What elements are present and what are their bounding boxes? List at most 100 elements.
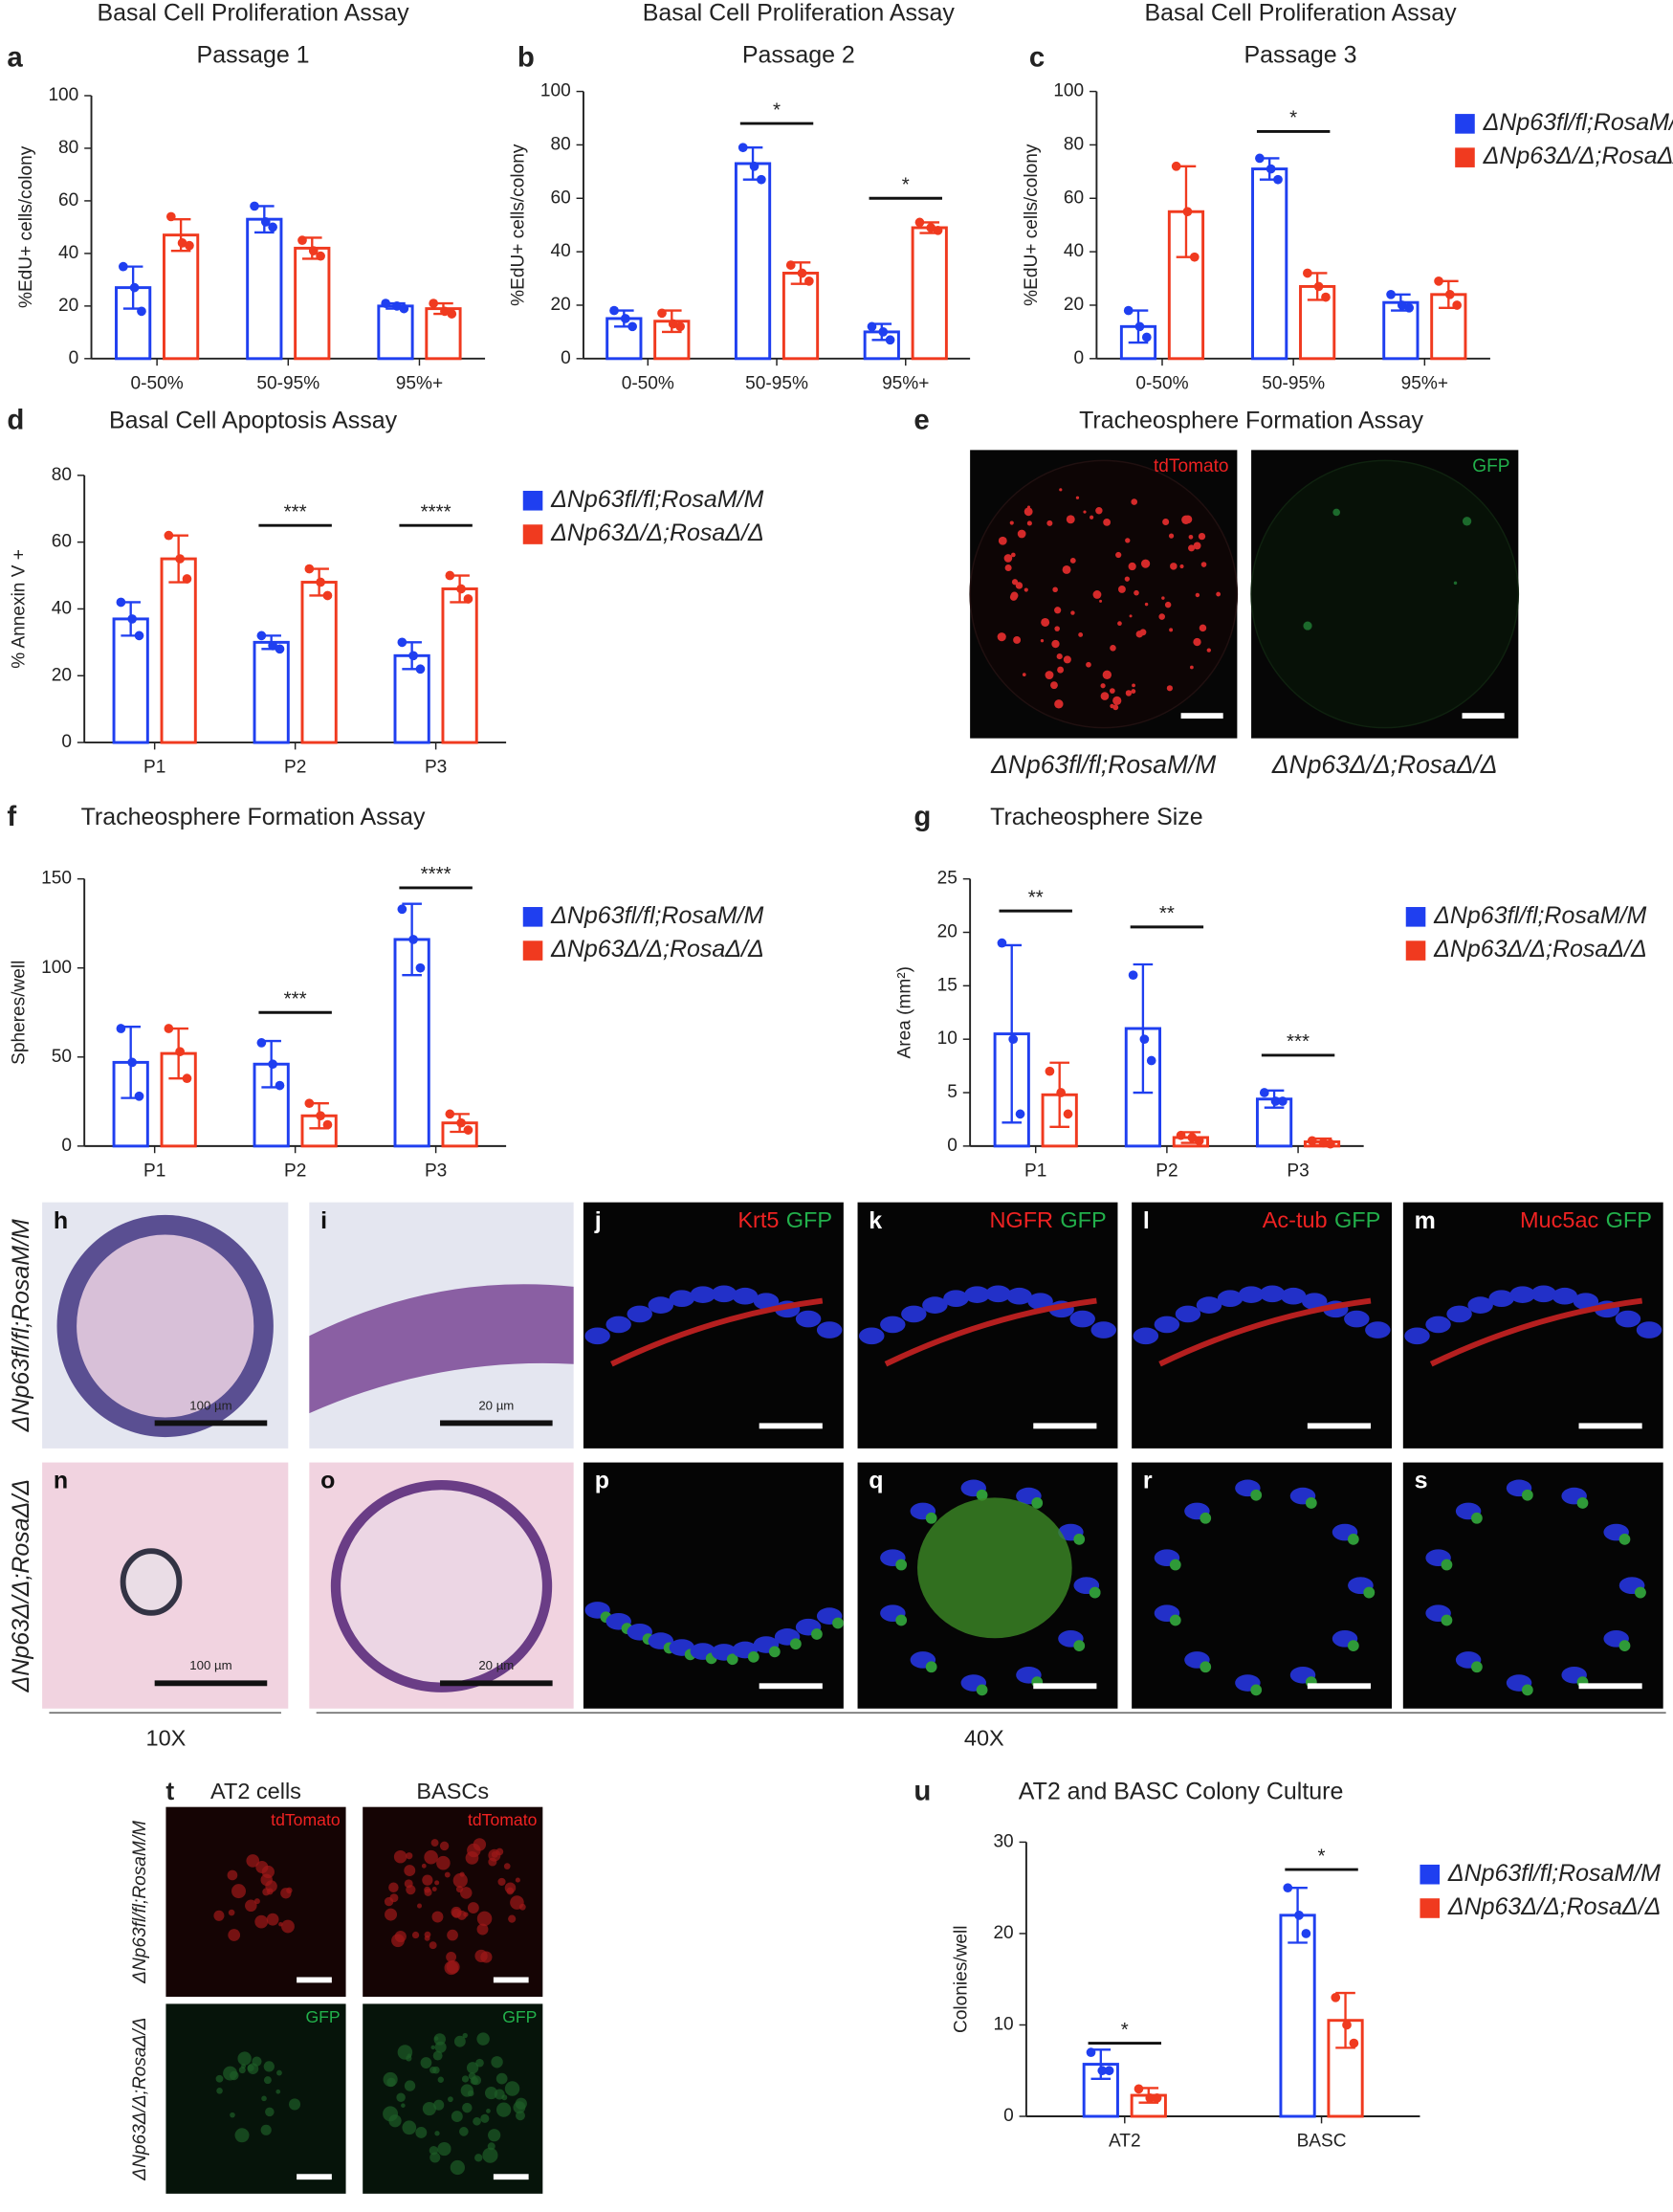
cell-signal [471,2075,482,2086]
cell-signal [238,2067,246,2074]
chart-title: Basal Cell Proliferation Assay [97,0,409,26]
nucleus [880,1316,906,1334]
data-point [397,637,407,648]
cell-signal [429,1941,437,1950]
nucleus [711,1285,737,1303]
gfp-signal [1471,1512,1483,1524]
x-tick-label: 95%+ [1401,373,1448,393]
sphere-spot [1059,488,1063,492]
data-point [1386,289,1396,299]
sphere-spot [1206,648,1211,653]
significance-label: *** [284,987,307,1009]
marker-name: GFP [1060,1207,1106,1232]
data-point [1123,305,1134,316]
data-point [797,268,807,278]
data-point [134,1091,144,1101]
y-tick-label: 10 [937,1029,958,1049]
sphere-spot [1041,617,1050,627]
y-tick-label: 0 [69,348,79,368]
micrograph [165,2003,346,2194]
data-point [1318,1138,1329,1148]
marker-name: Ac-tub [1263,1207,1328,1232]
row-label: ΔNp63fl/fl;RosaM/M [8,1219,34,1432]
scale-bar [493,2174,529,2180]
panel-letter: o [320,1468,335,1494]
chart-subtitle: Passage 1 [197,41,310,68]
scale-bar [440,1680,553,1687]
y-tick-label: 80 [1064,134,1084,154]
nucleus [1238,1286,1265,1303]
chart-title: Basal Cell Proliferation Assay [1144,0,1457,26]
panel-letter: g [914,801,931,832]
cell-signal [402,2120,417,2135]
data-point [381,299,391,308]
cell-signal [229,2070,239,2081]
gfp-signal [832,1617,844,1629]
y-tick-label: 20 [937,922,958,942]
panel-letter: c [1029,42,1045,74]
cell-signal [254,1914,269,1929]
panel-letter: q [869,1468,883,1494]
cell-signal [404,1865,416,1877]
sphere-spot [1139,629,1147,636]
nucleus [1301,1293,1328,1311]
sphere-spot [1100,692,1110,700]
gfp-signal [1618,1534,1631,1545]
cell-signal [422,2101,437,2116]
cell-signal [406,1852,413,1860]
gfp-signal [1576,1497,1589,1509]
nucleus [1488,1290,1514,1308]
scale-label: 100 µm [189,1658,231,1672]
marker-name: Krt5 [737,1207,779,1232]
sphere-spot [1062,565,1071,574]
data-point [1434,276,1443,286]
data-point [445,1109,455,1119]
cell-signal [230,2112,235,2118]
scale-label: 20 µm [478,1658,514,1672]
cell-signal [389,1893,399,1903]
panel-letter: l [1143,1207,1150,1234]
x-tick-label: P1 [143,1161,165,1181]
cell-signal [396,2092,406,2103]
data-point [316,251,325,261]
data-point [392,301,402,311]
legend-label: ΔNp63fl/fl;RosaM/M [550,902,763,929]
y-tick-label: 80 [58,138,78,158]
y-tick-label: 100 [1053,81,1084,101]
data-point [316,577,325,587]
sphere-spot [1009,520,1014,525]
significance-label: **** [421,863,451,885]
legend-swatch [1405,940,1426,961]
chart-subtitle: Passage 2 [742,41,855,68]
cell-signal [275,2089,281,2094]
cell-signal [281,1919,295,1934]
marker-name: Muc5ac [1520,1207,1599,1232]
gfp-signal [1522,1684,1533,1696]
cell-signal [462,2032,468,2039]
cell-signal [444,1960,459,1976]
cell-signal [430,2045,435,2050]
panel-letter: r [1143,1468,1153,1494]
column-label: AT2 cells [210,1779,301,1803]
cell-signal [278,1921,283,1927]
cell-signal [452,1872,468,1889]
sphere-spot [1162,518,1170,526]
sphere-spot [1052,586,1058,593]
cell-signal [444,1871,451,1878]
y-tick-label: 0 [61,732,72,752]
y-tick-label: 40 [550,241,570,261]
sphere-spot [1164,601,1172,608]
nucleus [1425,1316,1451,1334]
sphere-spot [1117,621,1122,627]
significance-label: * [1289,107,1297,129]
data-point [408,935,418,944]
cell-signal [276,2069,282,2076]
nucleus [1027,1293,1053,1311]
cell-signal [227,1869,238,1881]
nucleus [1365,1321,1391,1338]
data-point [165,211,176,222]
gfp-signal [1441,1614,1453,1626]
nucleus [1404,1327,1430,1345]
nucleus [1280,1287,1307,1305]
